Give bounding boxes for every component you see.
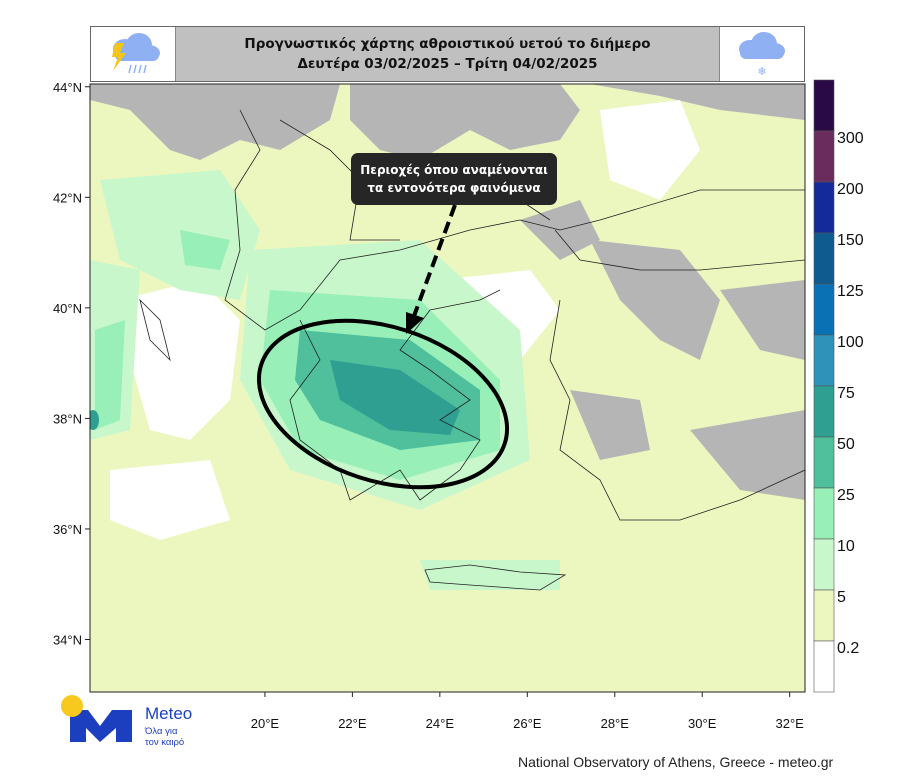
colorbar-segment [813, 334, 835, 387]
colorbar-segment [813, 487, 835, 540]
tagline-line-1: Όλα για [145, 726, 178, 737]
lon-tick-label: 20°E [251, 716, 280, 731]
colorbar-label: 150 [837, 232, 864, 249]
colorbar-label: 75 [837, 385, 855, 402]
colorbar-segment [813, 589, 835, 642]
colorbar-label: 10 [837, 538, 855, 555]
thunderstorm-rain-icon [91, 27, 175, 81]
colorbar-segment [813, 283, 835, 336]
lon-tick-label: 32°E [776, 716, 805, 731]
lat-tick-label: 44°N [53, 80, 82, 95]
lat-tick-label: 38°N [53, 411, 82, 426]
colorbar-label: 125 [837, 283, 864, 300]
lon-tick-label: 22°E [338, 716, 367, 731]
credit-text: National Observatory of Athens, Greece -… [518, 754, 834, 770]
svg-text:❄: ❄ [757, 66, 766, 78]
callout-line-1: Περιοχές όπου αναμένονται [360, 163, 548, 177]
colorbar-segment [813, 385, 835, 438]
axis-ticks: 44°N 42°N 40°N 38°N 36°N 34°N 20°E 22°E 24°E 26°E… [53, 80, 804, 731]
tagline-line-2: τον καιρό [145, 737, 185, 748]
snow-cloud-icon: ❄ [720, 27, 804, 81]
lon-tick-label: 24°E [426, 716, 455, 731]
precipitation-field [90, 84, 805, 692]
rain-50-75 [90, 360, 460, 435]
map-frame [89, 83, 806, 693]
colorbar-label: 50 [837, 436, 855, 453]
colorbar-segment [813, 130, 835, 183]
colorbar-label: 0.2 [837, 640, 859, 657]
colorbar-segment [813, 436, 835, 489]
colorbar-segment [813, 181, 835, 234]
meteo-logo [58, 694, 218, 746]
title-line-2: Δευτέρα 03/02/2025 – Τρίτη 04/02/2025 [297, 56, 598, 72]
colorbar-segment [813, 79, 835, 132]
lat-tick-label: 42°N [53, 190, 82, 205]
lat-tick-label: 34°N [53, 632, 82, 647]
logo-tagline: Όλα για τον καιρό [145, 726, 184, 748]
title-line-1: Προγνωστικός χάρτης αθροιστικού υετού το… [244, 36, 651, 52]
colorbar-label: 100 [837, 334, 864, 351]
colorbar-label: 200 [837, 181, 864, 198]
colorbar: 300 200 150 125 100 75 50 25 10 5 0.2 [813, 79, 864, 693]
colorbar-label: 300 [837, 130, 864, 147]
map-title: Προγνωστικός χάρτης αθροιστικού υετού το… [175, 27, 720, 81]
colorbar-label: 25 [837, 487, 855, 504]
arrow-head [406, 312, 424, 334]
colorbar-segment [813, 538, 835, 591]
map-header: Προγνωστικός χάρτης αθροιστικού υετού το… [90, 26, 805, 82]
dashed-arrow [412, 204, 457, 317]
colorbar-label: 5 [837, 589, 846, 606]
lat-tick-label: 36°N [53, 522, 82, 537]
annotation-callout: Περιοχές όπου αναμένονται τα εντονότερα … [351, 153, 557, 205]
lon-tick-label: 30°E [688, 716, 717, 731]
colorbar-segment [813, 232, 835, 285]
lat-tick-label: 40°N [53, 301, 82, 316]
lon-tick-label: 26°E [513, 716, 542, 731]
callout-line-2: τα εντονότερα φαινόμενα [367, 181, 541, 195]
colorbar-segment [813, 640, 835, 693]
lon-tick-label: 28°E [601, 716, 630, 731]
logo-name: Meteo [145, 704, 193, 723]
